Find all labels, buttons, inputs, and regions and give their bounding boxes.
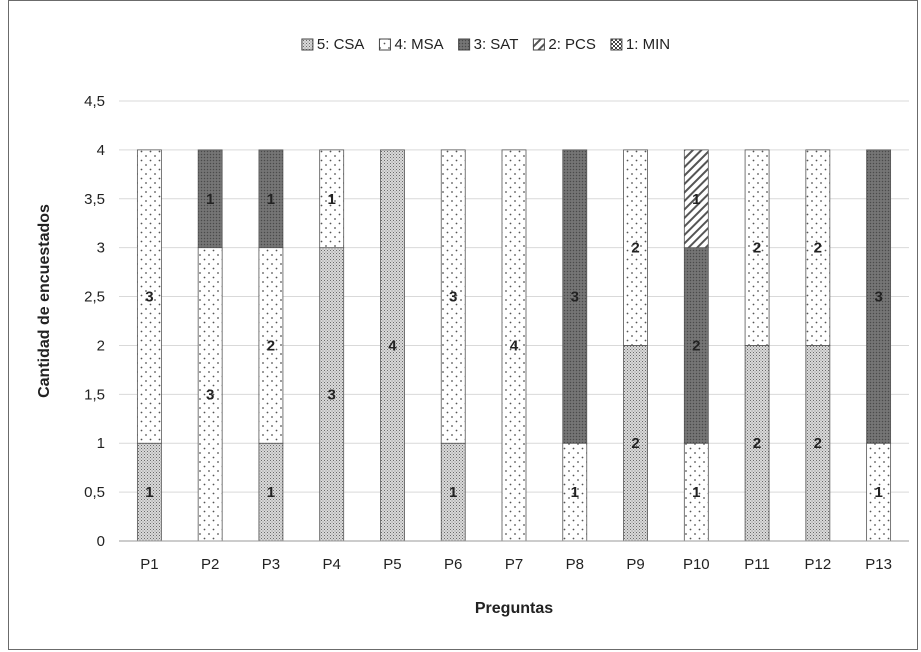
bar-segment — [136, 149, 162, 444]
data-label: 2 — [753, 240, 761, 257]
x-tick-label: P1 — [140, 556, 158, 573]
data-label: 2 — [631, 240, 639, 257]
bars — [136, 149, 892, 542]
legend-label: 5: CSA — [317, 36, 365, 53]
y-tick-label: 1,5 — [84, 386, 105, 403]
x-tick-label: P2 — [201, 556, 219, 573]
bar-segment — [319, 149, 345, 249]
chart-frame: 5: CSA 4: MSA 3: SAT 2: PCS 1: MIN 0 0,5 1 1,5 2… — [8, 0, 918, 650]
bar-segment — [258, 149, 284, 249]
y-tick-label: 0 — [97, 533, 105, 550]
x-tick-labels: P1 P2 P3 P4 P5 P6 P7 P8 P9 P10 P11 P12 P13 — [140, 556, 892, 573]
x-tick-label: P12 — [804, 556, 831, 573]
data-label: 3 — [206, 386, 214, 403]
data-labels: 1 3 3 1 1 2 1 3 1 4 1 3 4 1 3 2 2 1 2 1 2 2 2 2 1 3 — [145, 191, 883, 501]
x-tick-label: P11 — [744, 556, 770, 573]
y-tick-label: 2,5 — [84, 289, 105, 306]
data-label: 2 — [267, 337, 275, 354]
data-label: 3 — [145, 289, 153, 306]
data-label: 3 — [874, 289, 882, 306]
data-label: 1 — [328, 191, 336, 208]
data-label: 1 — [692, 191, 700, 208]
y-tick-label: 3 — [97, 240, 105, 257]
y-tick-label: 3,5 — [84, 191, 105, 208]
data-label: 2 — [631, 435, 639, 452]
x-tick-label: P7 — [505, 556, 523, 573]
legend-swatch — [378, 38, 391, 51]
x-tick-label: P5 — [383, 556, 401, 573]
bar-segment — [744, 345, 770, 542]
x-tick-label: P3 — [262, 556, 280, 573]
bar-segment — [866, 442, 892, 542]
bar-segment — [623, 149, 648, 346]
data-label: 1 — [206, 191, 214, 208]
data-label: 1 — [449, 484, 457, 501]
y-tick-label: 4 — [97, 142, 105, 159]
data-label: 1 — [145, 484, 153, 501]
y-tick-label: 1 — [97, 435, 105, 452]
bar-segment — [501, 149, 527, 542]
bar-segment — [562, 442, 588, 542]
bar-segment — [683, 149, 709, 249]
data-label: 1 — [874, 484, 882, 501]
data-label: 3 — [328, 386, 336, 403]
x-axis-title: Preguntas — [475, 600, 553, 617]
bar-segment — [744, 149, 770, 346]
bar-segment — [197, 149, 223, 249]
bar-segment — [866, 149, 892, 444]
data-label: 1 — [692, 484, 700, 501]
bar-segment — [440, 149, 466, 444]
bar-segment — [258, 247, 284, 444]
bar-segment — [623, 345, 648, 542]
data-label: 2 — [814, 240, 822, 257]
legend: 5: CSA 4: MSA 3: SAT 2: PCS 1: MIN — [301, 36, 670, 53]
data-label: 2 — [814, 435, 822, 452]
x-tick-label: P8 — [566, 556, 584, 573]
x-tick-label: P4 — [323, 556, 341, 573]
data-label: 4 — [510, 337, 519, 354]
data-label: 1 — [571, 484, 579, 501]
legend-swatch — [610, 38, 623, 51]
bar-segment — [562, 149, 588, 444]
y-tick-label: 4,5 — [84, 93, 105, 110]
bar-segment — [319, 247, 345, 542]
y-tick-label: 0,5 — [84, 484, 105, 501]
x-tick-label: P13 — [865, 556, 892, 573]
legend-swatch — [532, 38, 545, 51]
chart-svg: 5: CSA 4: MSA 3: SAT 2: PCS 1: MIN 0 0,5 1 1,5 2… — [36, 36, 909, 617]
data-label: 1 — [267, 484, 275, 501]
bar-segment — [805, 149, 831, 346]
legend-label: 3: SAT — [474, 36, 519, 53]
legend-label: 1: MIN — [626, 36, 670, 53]
data-label: 2 — [753, 435, 761, 452]
x-tick-label: P9 — [626, 556, 644, 573]
y-tick-label: 2 — [97, 337, 105, 354]
data-label: 2 — [692, 337, 700, 354]
legend-swatch — [458, 38, 471, 51]
data-label: 1 — [267, 191, 275, 208]
x-tick-label: P10 — [683, 556, 710, 573]
bar-segment — [683, 442, 709, 542]
data-label: 3 — [571, 289, 579, 306]
legend-swatch — [301, 38, 314, 51]
y-tick-labels: 0 0,5 1 1,5 2 2,5 3 3,5 4 4,5 — [84, 93, 105, 550]
legend-label: 4: MSA — [394, 36, 443, 53]
data-label: 4 — [388, 337, 397, 354]
data-label: 3 — [449, 289, 457, 306]
x-tick-label: P6 — [444, 556, 462, 573]
legend-label: 2: PCS — [548, 36, 596, 53]
bar-segment — [683, 247, 709, 444]
y-axis-title: Cantidad de encuestados — [36, 204, 53, 398]
bar-segment — [136, 442, 162, 542]
